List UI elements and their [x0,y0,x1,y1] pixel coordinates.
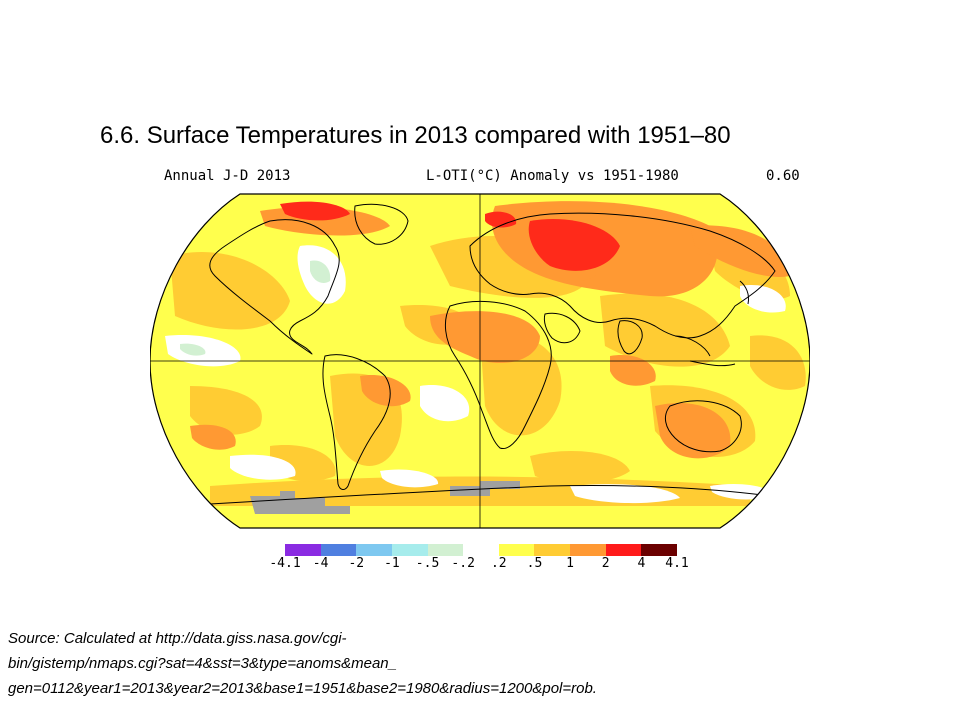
slide-title: 6.6. Surface Temperatures in 2013 compar… [100,122,731,149]
scale-tick-label: .2 [490,556,507,571]
coastline-antarctica [209,485,771,505]
color-scale-bar [285,544,678,556]
coastline-arabia [543,312,581,344]
source-line: Source: Calculated at http://data.giss.n… [8,630,347,647]
color-bin [605,544,642,556]
globe-outline [150,193,810,529]
coastline-greenland [354,203,409,245]
scale-tick-label: -.2 [451,556,475,571]
scale-tick-label: 2 [601,556,610,571]
coastline-africa [444,301,552,450]
coastlines [209,203,776,505]
coastline-south-america [322,354,391,490]
color-bin [534,544,571,556]
scale-tick-label: 4 [637,556,646,571]
world-map [150,193,810,529]
color-scale-labels: -4.1 -4 -2 -1 -.5 -.2 .2 .5 1 2 4 4.1 [258,556,708,574]
color-bin [570,544,606,556]
source-line: bin/gistemp/nmaps.cgi?sat=4&sst=3&type=a… [8,655,397,672]
color-bin [463,544,499,556]
coastline-india [617,320,643,355]
near-zero-anomaly-regions [165,245,786,504]
coastline-north-america [209,219,340,355]
scale-tick-label: -4.1 [269,556,301,571]
scale-tick-label: -1 [384,556,400,571]
map-anomaly-label: L-OTI(°C) Anomaly vs 1951-1980 [426,168,679,184]
scale-tick-label: 1 [566,556,574,571]
color-bin [391,544,428,556]
graticule [150,194,810,528]
temperature-anomaly-map: Annual J-D 2013 L-OTI(°C) Anomaly vs 195… [150,164,810,574]
scale-tick-label: .5 [526,556,543,571]
coastline-australia [664,400,742,453]
map-period-label: Annual J-D 2013 [164,168,291,184]
coastline-europe-asia [469,212,776,339]
scale-tick-label: -.5 [415,556,440,571]
color-bin [356,544,392,556]
hot-anomaly-regions [280,201,620,271]
color-bin [427,544,464,556]
map-header: Annual J-D 2013 L-OTI(°C) Anomaly vs 195… [150,164,810,188]
scale-tick-label: -4 [312,556,329,571]
source-line: gen=0112&year1=2013&year2=2013&base1=195… [8,680,597,697]
source-citation: Source: Calculated at http://data.giss.n… [8,626,948,701]
color-bin [641,544,678,556]
scale-tick-label: 4.1 [665,556,689,571]
global-mean-anomaly-value: 0.60 [766,168,800,184]
scale-tick-label: -2 [348,556,365,571]
color-bin [320,544,357,556]
color-bin [285,544,321,556]
color-bin [498,544,535,556]
coastline-japan [739,280,749,305]
slightly-cool-regions [180,260,331,356]
coastline-southeast-asia [674,335,736,367]
